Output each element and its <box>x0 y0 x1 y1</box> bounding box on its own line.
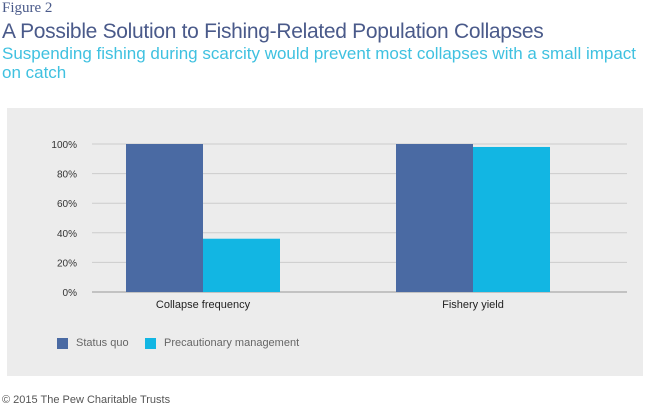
x-tick-label: Fishery yield <box>442 299 504 311</box>
y-tick-label: 100% <box>51 140 77 151</box>
figure-label: Figure 2 <box>2 0 53 16</box>
x-tick-label: Collapse frequency <box>156 299 251 311</box>
chart-title: A Possible Solution to Fishing-Related P… <box>2 20 544 43</box>
legend-item-precautionary: Precautionary management <box>145 337 299 349</box>
y-tick-label: 20% <box>57 258 77 269</box>
y-tick-label: 80% <box>57 170 77 181</box>
y-tick-label: 40% <box>57 229 77 240</box>
bar-status-quo <box>396 144 473 292</box>
y-tick-label: 0% <box>63 288 78 299</box>
y-tick-label: 60% <box>57 199 77 210</box>
bar-status-quo <box>126 144 203 292</box>
bar-precautionary-management <box>473 146 550 292</box>
legend-label: Precautionary management <box>164 337 300 349</box>
legend-label: Status quo <box>76 337 129 349</box>
legend-swatch <box>145 337 156 349</box>
legend-swatch <box>57 337 68 349</box>
copyright: © 2015 The Pew Charitable Trusts <box>2 394 171 406</box>
chart-subtitle: Suspending fishing during scarcity would… <box>2 44 637 82</box>
legend-item-status-quo: Status quo <box>57 337 129 349</box>
bar-precautionary-management <box>203 238 280 292</box>
